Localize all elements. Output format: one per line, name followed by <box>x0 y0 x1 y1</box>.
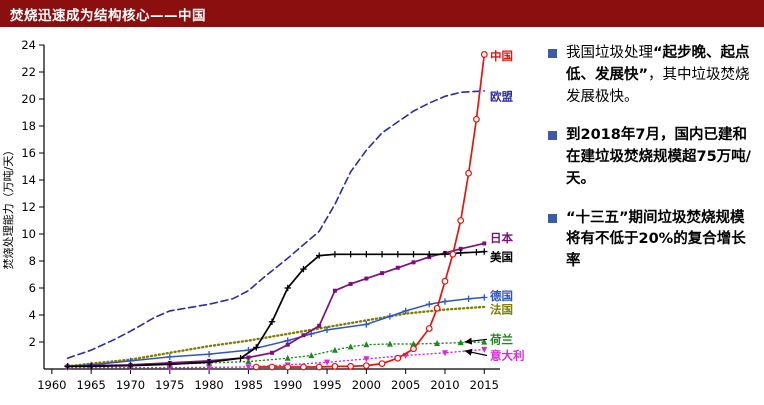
svg-text:1990: 1990 <box>273 378 302 392</box>
svg-text:1995: 1995 <box>312 378 341 392</box>
list-item: “十三五”期间垃圾焚烧规模将有不低于20%的复合增长率 <box>548 208 754 273</box>
bullet-square-icon <box>548 213 557 223</box>
bullet-text-bold: 到2018年7月，国内已建和在建垃圾焚烧规模超75万吨/天。 <box>566 127 751 187</box>
page-title: 焚烧迅速成为结构核心——中国 <box>10 7 206 24</box>
svg-text:2005: 2005 <box>391 378 420 392</box>
svg-text:18: 18 <box>21 119 36 133</box>
svg-text:20: 20 <box>21 92 36 106</box>
svg-text:日本: 日本 <box>490 231 513 245</box>
notes-panel: 我国垃圾处理“起步晚、起点低、发展快”，其中垃圾焚烧发展极快。 到2018年7月… <box>548 27 764 405</box>
bullet-square-icon <box>548 49 557 58</box>
svg-text:美国: 美国 <box>490 250 513 264</box>
svg-text:14: 14 <box>21 173 36 187</box>
list-item: 到2018年7月，国内已建和在建垃圾焚烧规模超75万吨/天。 <box>548 125 754 190</box>
svg-text:1980: 1980 <box>194 378 223 392</box>
bullet-text-bold: “起步晚、起点低、发展快” <box>566 45 750 83</box>
svg-text:10: 10 <box>21 227 36 241</box>
chart-area: 1960 1965 1970 1975 1980 1985 1990 1995 2000 2005… <box>0 27 548 405</box>
svg-text:4: 4 <box>29 308 36 322</box>
svg-text:2000: 2000 <box>352 378 381 392</box>
svg-text:荷兰: 荷兰 <box>489 332 513 346</box>
bullet-text: “十三五”期间垃圾焚烧规模将有不低于20%的复合增长率 <box>566 208 754 273</box>
svg-text:中国: 中国 <box>490 49 513 63</box>
content: 1960 1965 1970 1975 1980 1985 1990 1995 2000 2005… <box>0 27 764 405</box>
svg-text:24: 24 <box>21 38 36 52</box>
svg-text:1975: 1975 <box>155 378 184 392</box>
list-item: 我国垃圾处理“起步晚、起点低、发展快”，其中垃圾焚烧发展极快。 <box>548 43 754 108</box>
bullet-square-icon <box>548 131 557 141</box>
svg-text:焚烧处理能力（万吨/天）: 焚烧处理能力（万吨/天） <box>1 145 15 270</box>
svg-text:2: 2 <box>29 335 36 349</box>
bullet-text: 我国垃圾处理“起步晚、起点低、发展快”，其中垃圾焚烧发展极快。 <box>566 43 754 108</box>
bullet-text-pre: 我国垃圾处理 <box>566 45 653 61</box>
svg-text:6: 6 <box>29 281 36 295</box>
chart-svg: 1960 1965 1970 1975 1980 1985 1990 1995 2000 2005… <box>1 38 525 392</box>
svg-text:意大利: 意大利 <box>490 349 525 363</box>
svg-text:1970: 1970 <box>116 378 145 392</box>
svg-text:8: 8 <box>29 254 36 268</box>
bullet-text: 到2018年7月，国内已建和在建垃圾焚烧规模超75万吨/天。 <box>566 125 754 190</box>
title-bar: 焚烧迅速成为结构核心——中国 <box>0 0 764 27</box>
bullet-text-bold: “十三五”期间垃圾焚烧规模将有不低于20%的复合增长率 <box>566 209 746 270</box>
svg-text:1985: 1985 <box>234 378 263 392</box>
svg-text:欧盟: 欧盟 <box>490 89 513 103</box>
svg-text:22: 22 <box>21 65 36 79</box>
svg-text:1965: 1965 <box>77 378 106 392</box>
svg-text:法国: 法国 <box>490 303 513 317</box>
svg-text:12: 12 <box>21 200 36 214</box>
svg-text:16: 16 <box>21 146 36 160</box>
svg-text:1960: 1960 <box>37 378 66 392</box>
svg-text:德国: 德国 <box>489 289 513 303</box>
bullet-text-post: ，其中垃圾焚烧发展极快。 <box>566 66 750 105</box>
svg-text:2010: 2010 <box>430 378 459 392</box>
svg-text:2015: 2015 <box>470 378 499 392</box>
